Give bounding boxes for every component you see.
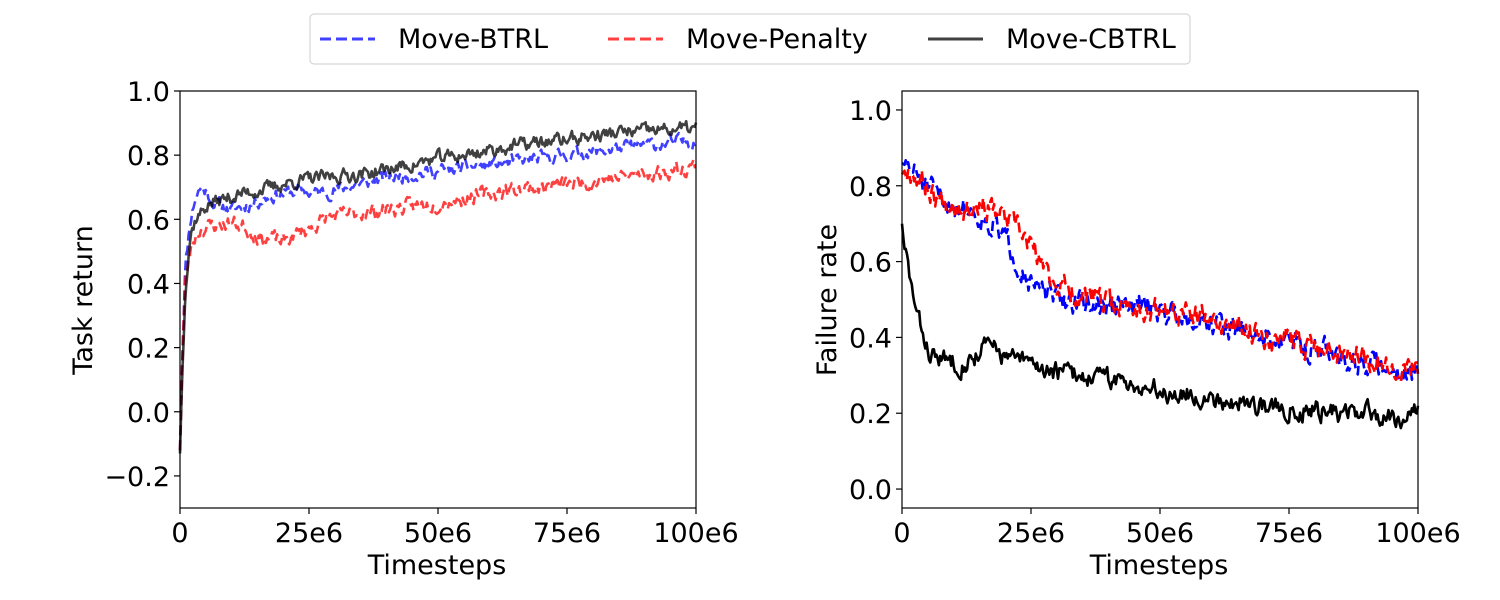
task-return-chart: 0 25e6 50e6 75e6 100e6 −0.2 0.0 0.2 0.4 0.6 0.8 1.0… [68,77,739,581]
legend-label-move-cbtrl: Move-CBTRL [1006,24,1176,55]
task-return-y-tick-label: 0.6 [127,205,170,236]
failure-rate-x-tick-label: 100e6 [1375,518,1460,549]
task-return-plot-frame [179,90,697,509]
failure-rate-series-move-penalty [900,168,1420,384]
legend-entry-move-btrl: Move-BTRL [320,24,548,55]
legend: Move-BTRL Move-Penalty Move-CBTRL [309,13,1191,65]
legend-entry-move-penalty: Move-Penalty [608,24,868,55]
failure-rate-chart: 0 25e6 50e6 75e6 100e6 0.0 0.2 0.4 0.6 0.8 1.0 Tim… [812,90,1461,581]
failure-rate-series-move-btrl [901,159,1420,384]
task-return-y-tick-label: −0.2 [104,462,170,493]
task-return-x-tick-label: 25e6 [275,518,343,549]
failure-rate-x-tick-label: 0 [893,518,910,549]
failure-rate-y-tick-label: 0.8 [849,172,892,203]
failure-rate-y-axis-label: Failure rate [812,224,843,376]
failure-rate-plot-frame [901,90,1419,509]
failure-rate-y-tick-label: 0.2 [849,399,892,430]
task-return-ticks: 0 25e6 50e6 75e6 100e6 −0.2 0.0 0.2 0.4 0.6 0.8 1.0 [104,77,738,549]
failure-rate-series-move-cbtrl [900,223,1420,430]
failure-rate-x-tick-label: 25e6 [997,518,1065,549]
task-return-x-tick-label: 0 [171,518,188,549]
legend-label-move-penalty: Move-Penalty [686,24,868,55]
task-return-y-tick-label: 0.4 [127,269,170,300]
failure-rate-ticks: 0 25e6 50e6 75e6 100e6 0.0 0.2 0.4 0.6 0.8 1.0 [849,96,1461,549]
legend-label-move-btrl: Move-BTRL [398,24,548,55]
task-return-x-axis-label: Timesteps [367,550,507,581]
task-return-series-move-penalty [178,158,697,451]
task-return-x-tick-label: 75e6 [533,518,601,549]
task-return-y-tick-label: 1.0 [127,77,170,108]
task-return-x-tick-label: 100e6 [653,518,738,549]
task-return-x-tick-label: 50e6 [404,518,472,549]
task-return-y-axis-label: Task return [68,225,99,375]
failure-rate-y-tick-label: 1.0 [849,96,892,127]
task-return-series-group [178,119,698,454]
failure-rate-y-tick-label: 0.6 [849,248,892,279]
failure-rate-x-tick-label: 75e6 [1255,518,1323,549]
failure-rate-y-tick-label: 0.4 [849,323,892,354]
legend-frame [309,13,1191,65]
failure-rate-x-tick-label: 50e6 [1126,518,1194,549]
task-return-y-tick-label: 0.8 [127,141,170,172]
failure-rate-y-tick-label: 0.0 [849,475,892,506]
task-return-series-move-cbtrl [178,119,698,454]
failure-rate-x-axis-label: Timesteps [1089,550,1229,581]
task-return-y-tick-label: 0.2 [127,334,170,365]
task-return-y-tick-label: 0.0 [127,398,170,429]
failure-rate-series-group [900,159,1420,430]
legend-entry-move-cbtrl: Move-CBTRL [928,24,1176,55]
task-return-series-move-btrl [178,131,698,451]
